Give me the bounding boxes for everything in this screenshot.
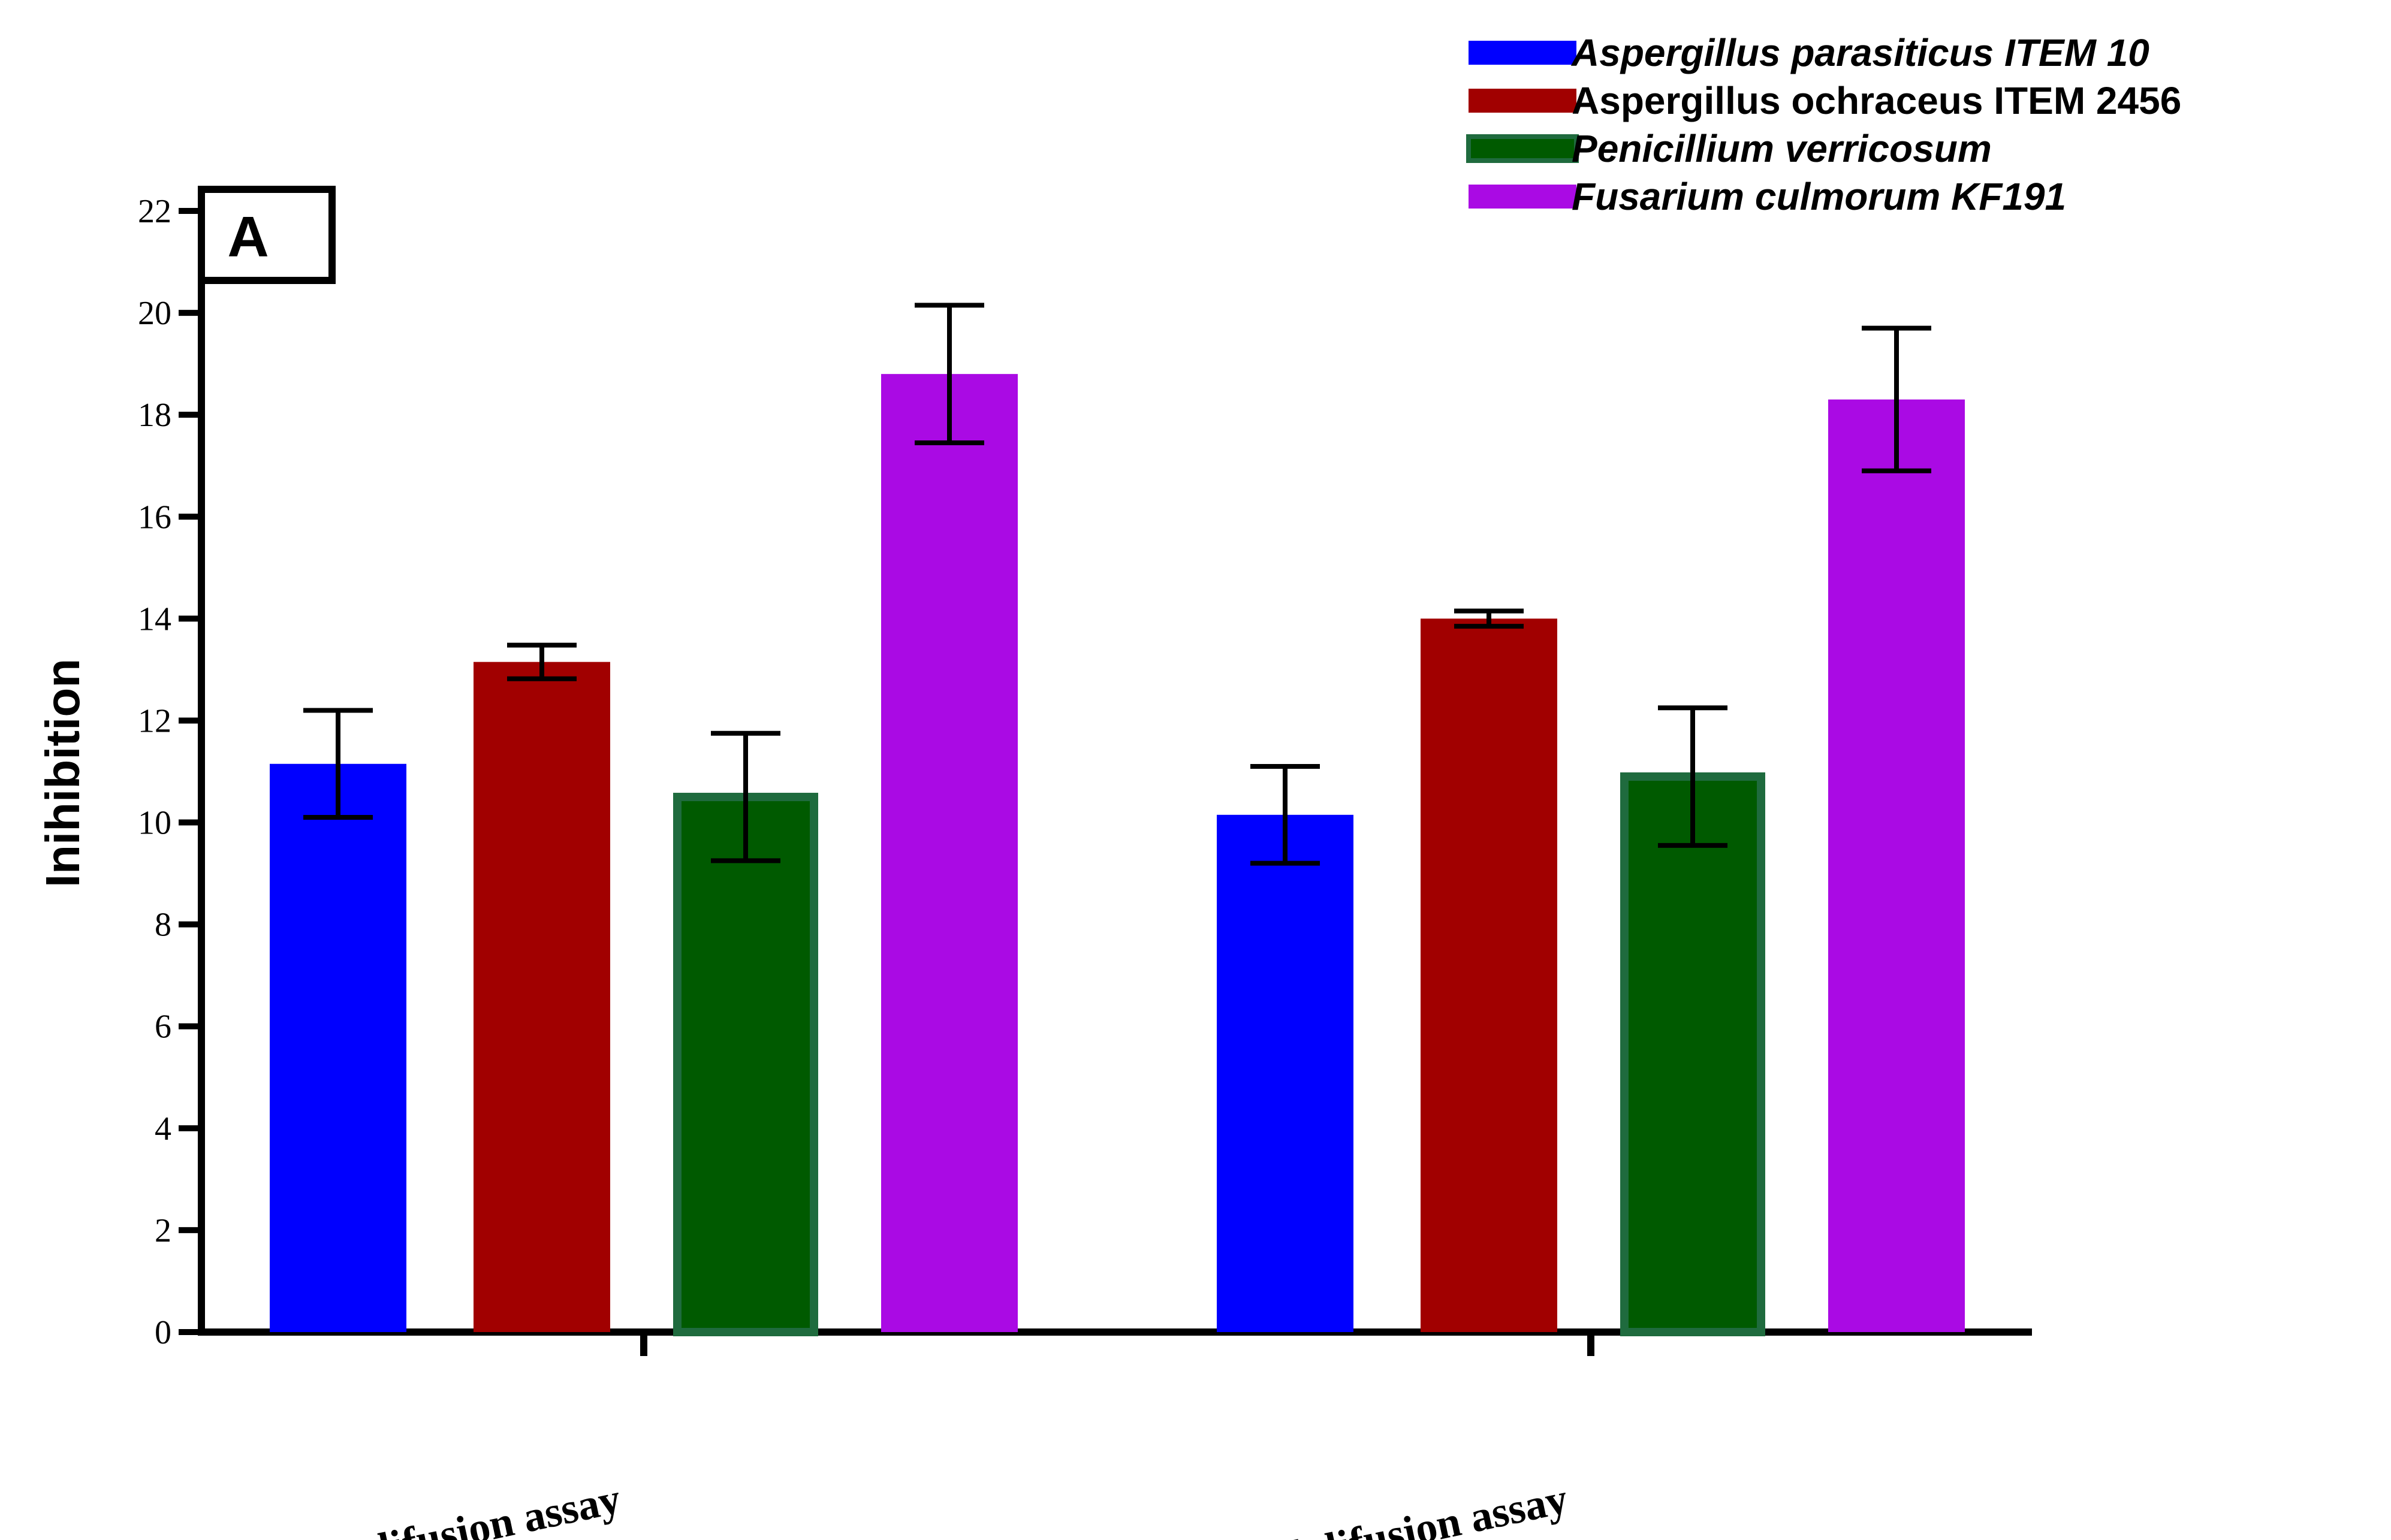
bar <box>1620 772 1765 1336</box>
y-axis: 0 2 4 6 8 10 12 14 16 18 20 22 <box>138 193 205 1351</box>
y-tick-label: 2 <box>155 1212 171 1249</box>
panel-label: A <box>198 186 336 284</box>
panel-label-text: A <box>227 205 269 269</box>
legend-label: Fusarium culmorum KF191 <box>1572 175 2066 218</box>
y-tick-label: 10 <box>138 805 171 842</box>
legend-swatch <box>1469 41 1576 65</box>
y-tick-label: 20 <box>138 295 171 332</box>
y-tick-label: 18 <box>138 397 171 434</box>
legend-swatch <box>1469 89 1576 113</box>
y-tick-label: 14 <box>138 600 171 638</box>
y-tick-label: 12 <box>138 702 171 739</box>
bar <box>1828 399 1965 1332</box>
x-tick-label: Disk difusion assay <box>270 1474 625 1540</box>
bar <box>474 662 610 1332</box>
y-tick-label: 0 <box>155 1314 171 1351</box>
x-tick-label: Well difusion assay <box>1217 1474 1572 1540</box>
bar <box>881 374 1018 1332</box>
y-tick-label: 8 <box>155 907 171 944</box>
y-tick-label: 4 <box>155 1110 171 1148</box>
y-tick-label: 22 <box>138 193 171 230</box>
legend-label: Penicillium verricosum <box>1572 127 1992 170</box>
legend-swatch <box>1469 185 1576 209</box>
legend-swatch <box>1466 134 1579 163</box>
y-tick-label: 16 <box>138 499 171 536</box>
bar <box>673 793 818 1336</box>
y-tick-label: 6 <box>155 1008 171 1046</box>
bar-series-group <box>270 303 1965 1336</box>
legend-label: Aspergillus parasiticus ITEM 10 <box>1570 31 2149 74</box>
y-axis-label: Inihibition <box>36 659 89 887</box>
bar <box>1421 618 1557 1332</box>
bar <box>270 763 406 1332</box>
legend-label: Aspergillus ochraceus ITEM 2456 <box>1572 79 2181 122</box>
x-axis: Disk difusion assay Well difusion assay <box>198 1328 2032 1540</box>
legend: Aspergillus parasiticus ITEM 10 Aspergill… <box>1466 31 2181 218</box>
bar <box>1217 814 1353 1332</box>
